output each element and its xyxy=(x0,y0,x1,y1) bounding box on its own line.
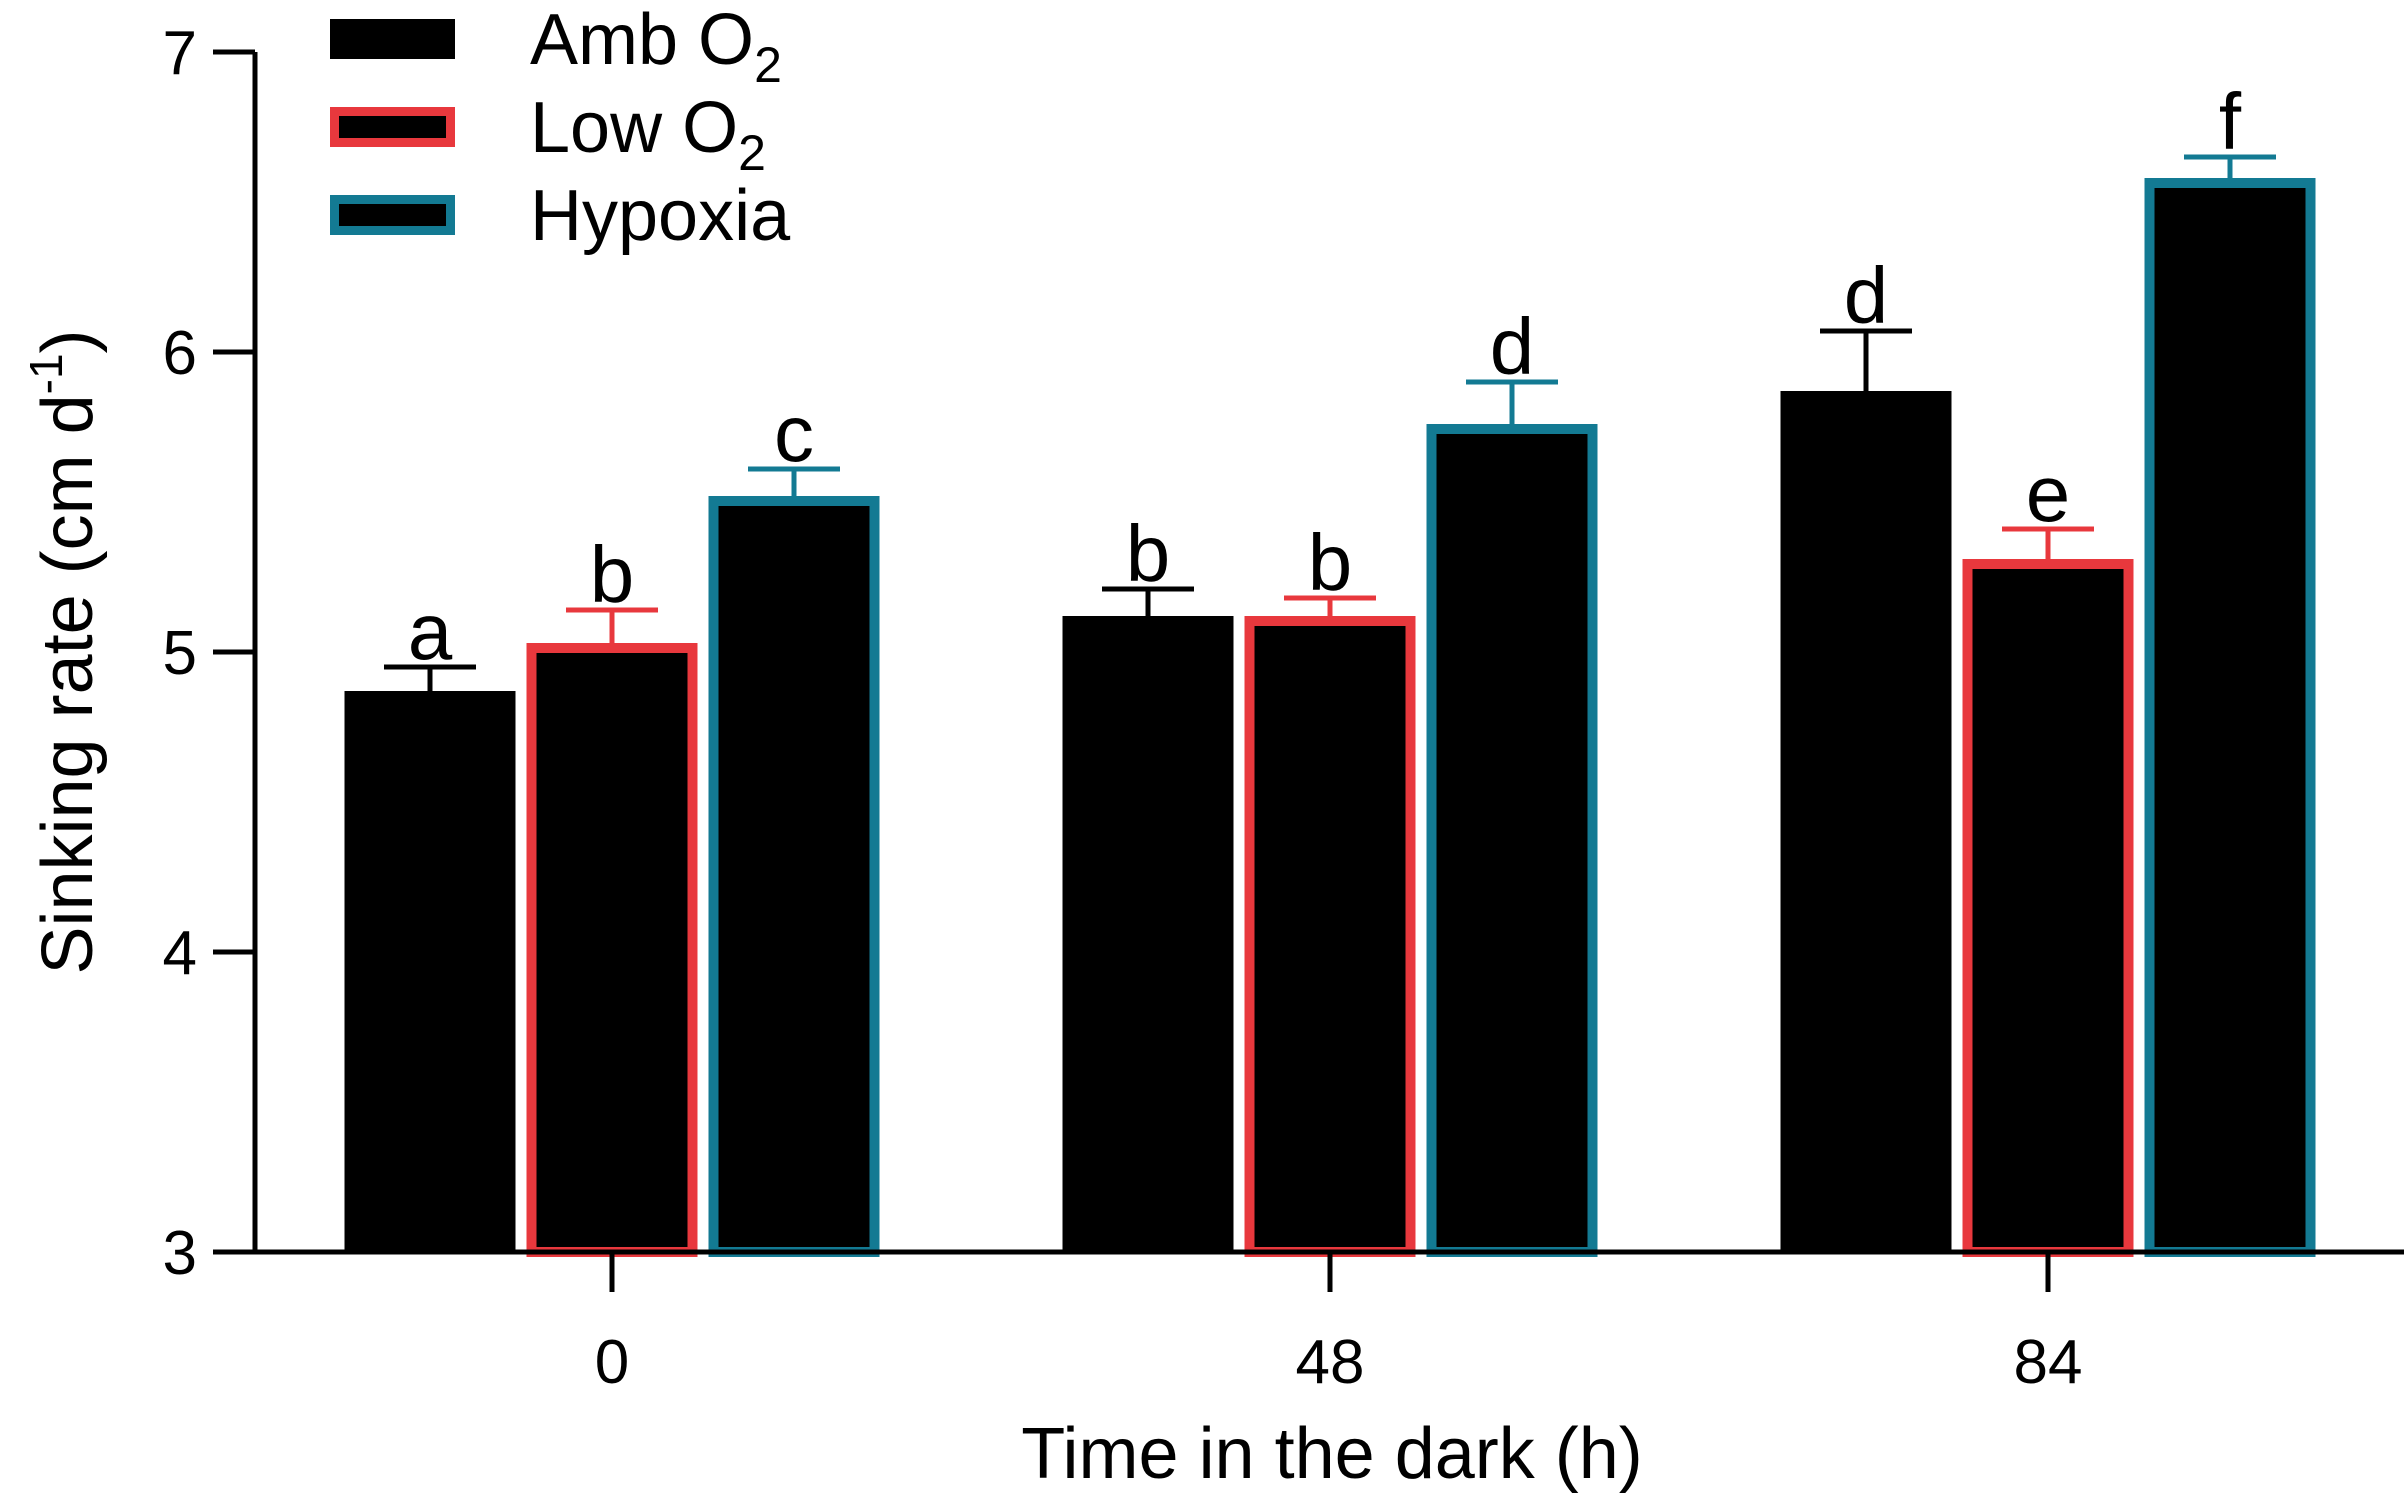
bar xyxy=(1062,616,1234,1252)
bar xyxy=(526,643,698,1257)
legend-label-text: Low O xyxy=(530,88,738,168)
ticks-layer: 3 4 5 6 7 0 48 84 xyxy=(163,19,2083,1397)
bars-layer: a b d b b e c d f xyxy=(344,77,2316,1257)
legend-label-text: Amb O xyxy=(530,0,754,80)
legend-label: Amb O2 xyxy=(530,0,782,93)
bar xyxy=(1780,391,1952,1252)
legend-swatch xyxy=(330,19,455,59)
y-axis-title: Sinking rate (cm d-1) xyxy=(20,329,108,974)
significance-letter: b xyxy=(1308,518,1353,607)
significance-letter: f xyxy=(2219,77,2242,166)
bar xyxy=(1244,616,1416,1257)
significance-letter: b xyxy=(590,530,635,619)
legend-swatch xyxy=(330,195,455,235)
legend-label-subscript: 2 xyxy=(754,37,782,93)
significance-letter: c xyxy=(774,389,814,478)
y-tick-label: 6 xyxy=(163,319,197,388)
bar xyxy=(2144,178,2316,1257)
bar xyxy=(708,496,880,1257)
y-axis-title-base: Sinking rate (cm d xyxy=(28,394,108,974)
x-axis-title: Time in the dark (h) xyxy=(1021,1414,1643,1494)
y-tick-label: 3 xyxy=(163,1219,197,1288)
x-tick-label: 48 xyxy=(1296,1328,1365,1397)
bar xyxy=(344,691,516,1252)
y-axis-title-sup: -1 xyxy=(20,353,72,394)
y-tick-label: 7 xyxy=(163,19,197,88)
y-axis-title-close: ) xyxy=(28,329,108,353)
legend-label-text: Hypoxia xyxy=(530,176,791,256)
legend-label-subscript: 2 xyxy=(738,125,766,181)
x-tick-label: 84 xyxy=(2014,1328,2083,1397)
significance-letter: d xyxy=(1844,251,1889,340)
legend-label: Low O2 xyxy=(530,88,766,181)
significance-letter: e xyxy=(2026,449,2071,538)
y-tick-label: 5 xyxy=(163,619,197,688)
y-tick-label: 4 xyxy=(163,919,197,988)
bar xyxy=(1962,559,2134,1257)
significance-letter: a xyxy=(408,587,453,676)
x-tick-label: 0 xyxy=(595,1328,629,1397)
legend-label: Hypoxia xyxy=(530,176,791,256)
legend-swatch xyxy=(330,107,455,147)
bar xyxy=(1426,424,1598,1257)
significance-letter: d xyxy=(1490,302,1535,391)
significance-letter: b xyxy=(1126,509,1171,598)
